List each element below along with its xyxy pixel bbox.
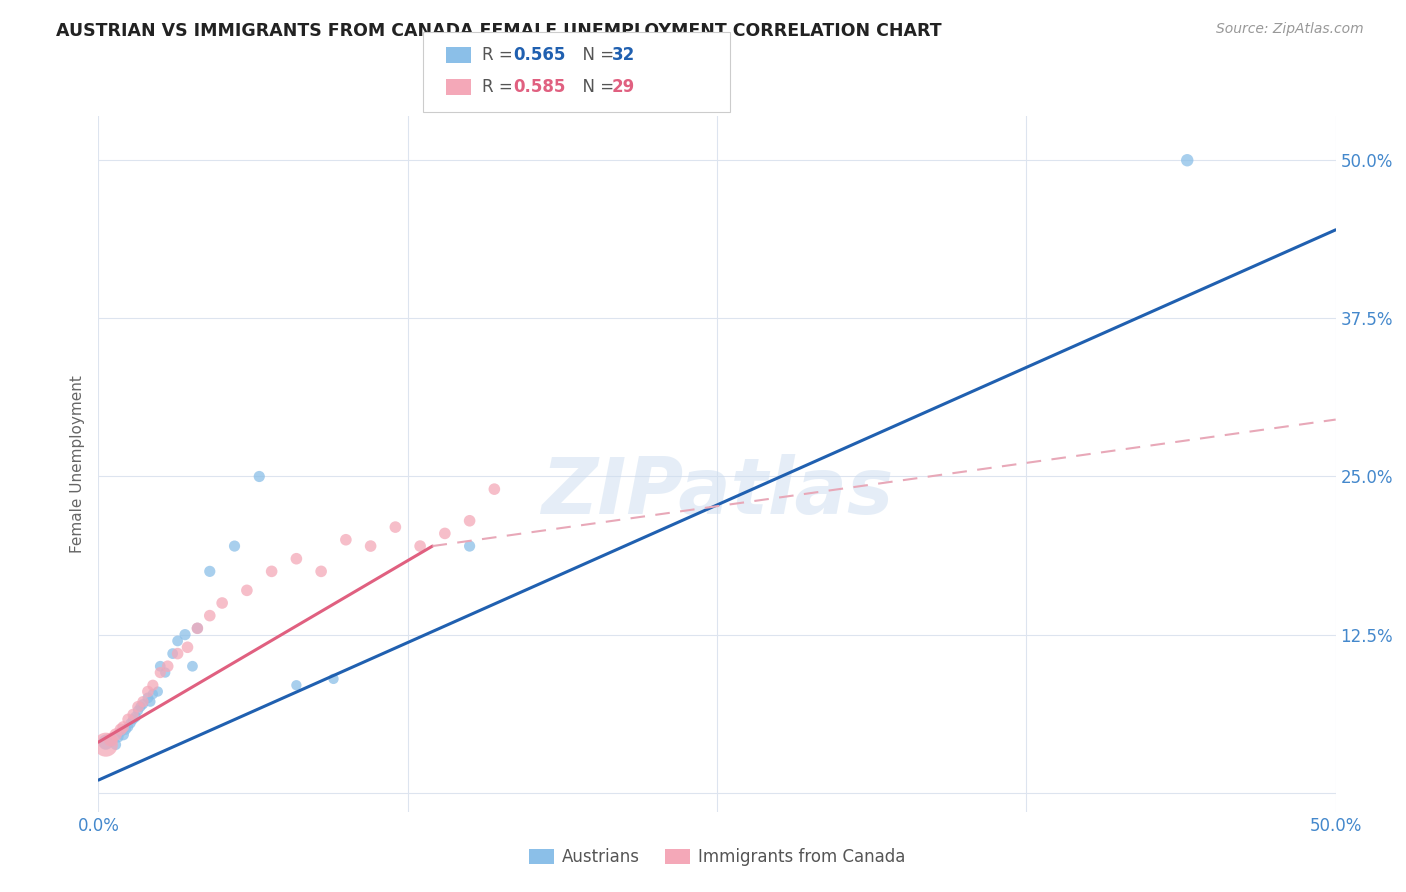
Point <box>114 723 136 737</box>
Point <box>136 690 159 705</box>
Point <box>149 665 172 680</box>
Point <box>112 727 135 741</box>
Point <box>129 699 152 714</box>
Point <box>107 730 129 744</box>
Point <box>155 665 177 680</box>
Point <box>224 539 246 553</box>
Text: ZIPatlas: ZIPatlas <box>541 454 893 530</box>
Point <box>124 710 146 724</box>
Point <box>100 732 122 747</box>
Point <box>285 551 308 566</box>
Point <box>162 647 184 661</box>
Point <box>136 684 159 698</box>
Point <box>166 634 188 648</box>
Point <box>120 716 142 731</box>
Point <box>198 608 221 623</box>
Point <box>139 695 162 709</box>
Point <box>247 469 270 483</box>
Text: R =: R = <box>482 46 519 64</box>
Point <box>166 647 188 661</box>
Point <box>132 697 155 711</box>
Point <box>176 640 198 655</box>
Point <box>149 659 172 673</box>
Text: 32: 32 <box>612 46 636 64</box>
Point <box>142 687 165 701</box>
Point <box>335 533 357 547</box>
Text: 0.585: 0.585 <box>513 78 565 96</box>
Point <box>360 539 382 553</box>
Point <box>433 526 456 541</box>
Point <box>260 565 283 579</box>
Point <box>181 659 204 673</box>
Text: 29: 29 <box>612 78 636 96</box>
Text: N =: N = <box>572 46 620 64</box>
Point <box>117 720 139 734</box>
Legend: Austrians, Immigrants from Canada: Austrians, Immigrants from Canada <box>522 842 912 873</box>
Point <box>186 621 208 635</box>
Point <box>110 725 132 739</box>
Point <box>94 735 117 749</box>
Point <box>236 583 259 598</box>
Text: N =: N = <box>572 78 620 96</box>
Point <box>186 621 208 635</box>
Point <box>156 659 179 673</box>
Text: R =: R = <box>482 78 519 96</box>
Point <box>104 738 127 752</box>
Point <box>384 520 406 534</box>
Point <box>458 514 481 528</box>
Point <box>100 732 122 747</box>
Point <box>198 565 221 579</box>
Point <box>122 712 145 726</box>
Point <box>127 699 149 714</box>
Point <box>211 596 233 610</box>
Point <box>122 707 145 722</box>
Point <box>127 704 149 718</box>
Point <box>174 627 197 641</box>
Point <box>110 723 132 737</box>
Point <box>112 720 135 734</box>
Point <box>409 539 432 553</box>
Point <box>309 565 332 579</box>
Point <box>322 672 344 686</box>
Text: Source: ZipAtlas.com: Source: ZipAtlas.com <box>1216 22 1364 37</box>
Text: 0.565: 0.565 <box>513 46 565 64</box>
Point <box>484 482 506 496</box>
Point <box>146 684 169 698</box>
Point <box>458 539 481 553</box>
Point <box>1175 153 1198 168</box>
Text: AUSTRIAN VS IMMIGRANTS FROM CANADA FEMALE UNEMPLOYMENT CORRELATION CHART: AUSTRIAN VS IMMIGRANTS FROM CANADA FEMAL… <box>56 22 942 40</box>
Point <box>132 695 155 709</box>
Point <box>285 678 308 692</box>
Point <box>104 727 127 741</box>
Point <box>142 678 165 692</box>
Point <box>117 712 139 726</box>
Y-axis label: Female Unemployment: Female Unemployment <box>70 375 86 553</box>
Point <box>94 738 117 752</box>
